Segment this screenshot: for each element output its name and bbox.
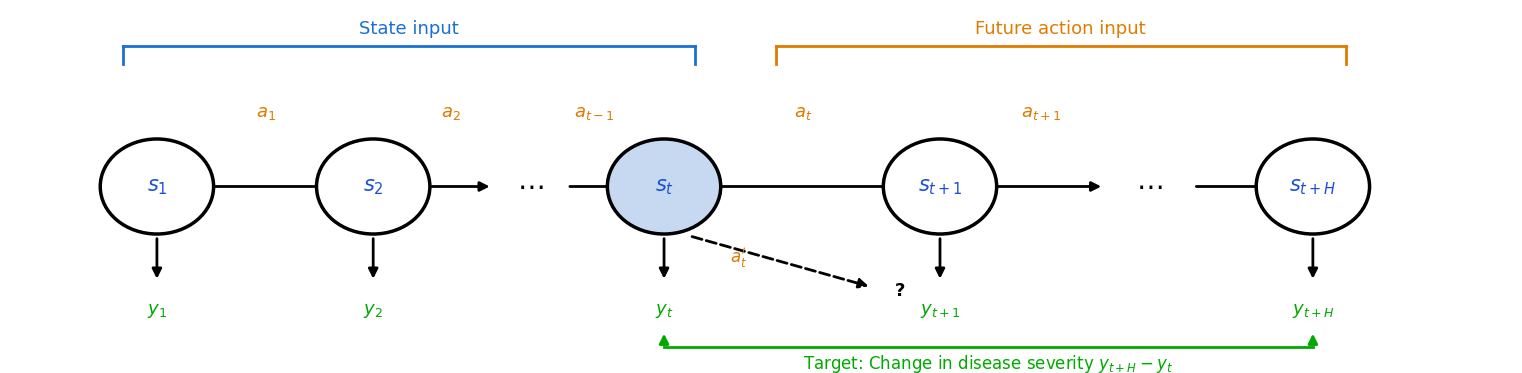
Text: $a_2$: $a_2$ [441, 104, 461, 122]
Text: $y_{t+1}$: $y_{t+1}$ [919, 302, 960, 320]
Text: $y_t$: $y_t$ [654, 302, 673, 320]
Text: $s_t$: $s_t$ [654, 176, 674, 197]
Text: $a_1$: $a_1$ [256, 104, 275, 122]
Text: $s_1$: $s_1$ [146, 176, 167, 197]
Text: $\cdots$: $\cdots$ [516, 172, 543, 201]
Ellipse shape [607, 139, 721, 234]
Text: ?: ? [895, 282, 906, 300]
Text: $a_t'$: $a_t'$ [731, 246, 747, 270]
Text: $s_2$: $s_2$ [362, 176, 384, 197]
Text: $\cdots$: $\cdots$ [1135, 172, 1163, 201]
Text: $y_2$: $y_2$ [364, 302, 384, 320]
Text: $s_{t+H}$: $s_{t+H}$ [1289, 176, 1336, 197]
Text: Target: Change in disease severity $y_{t+H} - y_t$: Target: Change in disease severity $y_{t… [802, 353, 1173, 373]
Text: State input: State input [359, 20, 458, 38]
Text: $y_{t+H}$: $y_{t+H}$ [1292, 302, 1335, 320]
Ellipse shape [883, 139, 997, 234]
Text: $a_t$: $a_t$ [793, 104, 811, 122]
Ellipse shape [100, 139, 213, 234]
Text: Future action input: Future action input [976, 20, 1146, 38]
Text: $y_1$: $y_1$ [148, 302, 167, 320]
Ellipse shape [317, 139, 429, 234]
Text: $a_{t+1}$: $a_{t+1}$ [1021, 104, 1061, 122]
Ellipse shape [1256, 139, 1370, 234]
Text: $s_{t+1}$: $s_{t+1}$ [918, 176, 962, 197]
Text: $a_{t-1}$: $a_{t-1}$ [574, 104, 613, 122]
